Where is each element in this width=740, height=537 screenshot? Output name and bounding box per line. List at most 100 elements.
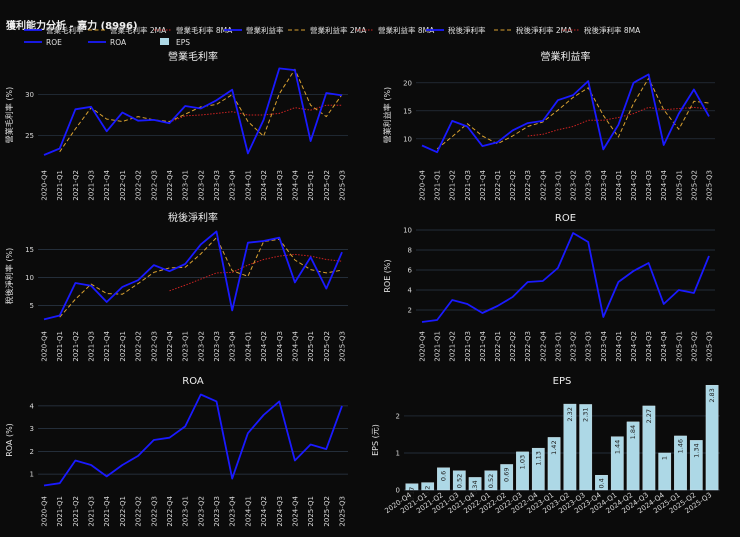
x-tick-label: 2023-Q4 [229,330,237,361]
series-line [421,73,710,154]
legend-label: 稅後淨利率 [448,25,486,35]
series-line [169,253,343,292]
y-tick-label: 10 [25,274,34,282]
legend-label: 營業毛利率 8MA [176,25,233,35]
legend-item: 稅後淨利率 [426,25,486,35]
x-tick-label: 2021-Q3 [464,170,472,201]
y-tick-label: 15 [25,246,34,254]
x-tick-label: 2022-Q2 [509,170,517,201]
y-tick-label: 8 [408,247,412,255]
x-tick-label: 2021-Q3 [464,331,472,362]
legend-label: ROA [110,38,127,47]
x-tick-label: 2024-Q4 [291,330,299,361]
x-tick-label: 2025-Q2 [323,331,331,362]
eps-bar [531,447,545,491]
x-tick-label: 2025-Q2 [690,170,698,201]
y-tick-label: 4 [408,287,413,295]
x-tick-label: 2024-Q3 [645,331,653,362]
eps-data-label: 1.42 [550,440,558,454]
x-tick-label: 2022-Q4 [166,330,174,361]
x-tick-label: 2021-Q3 [88,496,96,527]
eps-bar [516,451,529,491]
y-tick-label: 2 [30,448,34,456]
x-tick-label: 2024-Q1 [244,331,252,362]
eps-bar [405,483,419,491]
eps-data-label: 0.4 [598,478,606,488]
legend-item: EPS [160,38,190,47]
y-axis-label: ROA (%) [5,423,14,457]
eps-bar [595,474,608,491]
series-line [436,77,710,150]
eps-data-label: 0.52 [455,474,463,488]
x-tick-label: 2020-Q4 [41,495,49,526]
x-tick-label: 2022-Q1 [119,331,127,362]
eps-data-label: 2.31 [582,407,590,421]
x-tick-label: 2024-Q4 [660,169,668,200]
chart-title: ROE [555,213,576,224]
x-tick-label: 2022-Q3 [150,331,158,362]
x-tick-label: 2023-Q1 [182,331,190,362]
y-tick-label: 2 [408,307,412,315]
x-tick-label: 2022-Q3 [524,170,532,201]
x-tick-label: 2020-Q4 [419,330,427,361]
x-tick-label: 2021-Q4 [103,169,111,200]
series-line [169,104,342,123]
y-tick-label: 4 [30,402,35,410]
eps-data-label: 1 [661,456,669,460]
x-tick-label: 2022-Q2 [509,331,517,362]
x-tick-label: 2024-Q4 [660,330,668,361]
x-tick-label: 2021-Q2 [449,170,457,201]
chart-title: 營業毛利率 [168,50,218,63]
legend-item: 營業毛利率 [24,25,84,35]
eps-data-label: 0.69 [503,467,511,481]
x-tick-label: 2025-Q2 [690,331,698,362]
x-tick-label: 2024-Q2 [260,331,268,362]
x-tick-label: 2021-Q1 [434,170,442,201]
x-tick-label: 2020-Q4 [41,330,49,361]
eps-data-label: 1.46 [677,439,685,453]
series-line [43,393,343,487]
eps-bar [468,477,482,491]
x-tick-label: 2021-Q3 [88,331,96,362]
eps-bar [674,435,687,491]
legend-item: ROE [24,38,62,47]
eps-bar [642,405,656,491]
eps-data-label: 0.6 [440,471,448,481]
x-tick-label: 2024-Q3 [645,170,653,201]
x-tick-label: 2023-Q1 [554,331,562,362]
eps-data-label: 1.44 [613,440,621,454]
eps-bar [421,482,435,491]
x-tick-label: 2024-Q2 [630,331,638,362]
legend-item: 營業毛利率 2MA [88,25,167,35]
legend-label: 營業毛利率 2MA [110,25,167,35]
x-tick-label: 2020-Q4 [41,169,49,200]
x-tick-label: 2023-Q4 [229,495,237,526]
chart-panel-5: ROA ROA (%) 1 2 3 4 2020-Q4 2021-Q1 2021-Q2 2021-… [5,376,348,527]
x-tick-label: 2024-Q1 [244,170,252,201]
x-tick-label: 2023-Q3 [585,331,593,362]
eps-bar [500,464,514,491]
x-tick-label: 2021-Q4 [103,330,111,361]
eps-bar [437,467,450,491]
x-tick-label: 2022-Q4 [539,330,547,361]
y-tick-label: 5 [30,302,34,310]
x-tick-label: 2024-Q4 [291,495,299,526]
y-tick-label: 10 [403,135,412,143]
eps-data-label: 0.52 [487,474,495,488]
legend-item: 營業利益率 2MA [288,25,367,35]
x-tick-label: 2023-Q1 [554,170,562,201]
legend-label: 營業利益率 [246,25,284,35]
legend-swatch [160,38,169,45]
y-tick-label: 3 [30,425,34,433]
x-tick-label: 2021-Q4 [103,495,111,526]
eps-bar [610,436,624,491]
x-tick-label: 2025-Q1 [675,170,683,201]
x-tick-label: 2021-Q4 [479,330,487,361]
page-title: 獲利能力分析 - 嘉力 (8996) [6,21,138,32]
eps-bar [563,403,577,491]
x-tick-label: 2023-Q3 [213,331,221,362]
x-tick-label: 2024-Q1 [615,331,623,362]
eps-data-label: 0.2 [424,486,432,496]
x-tick-label: 2025-Q3 [339,496,347,527]
